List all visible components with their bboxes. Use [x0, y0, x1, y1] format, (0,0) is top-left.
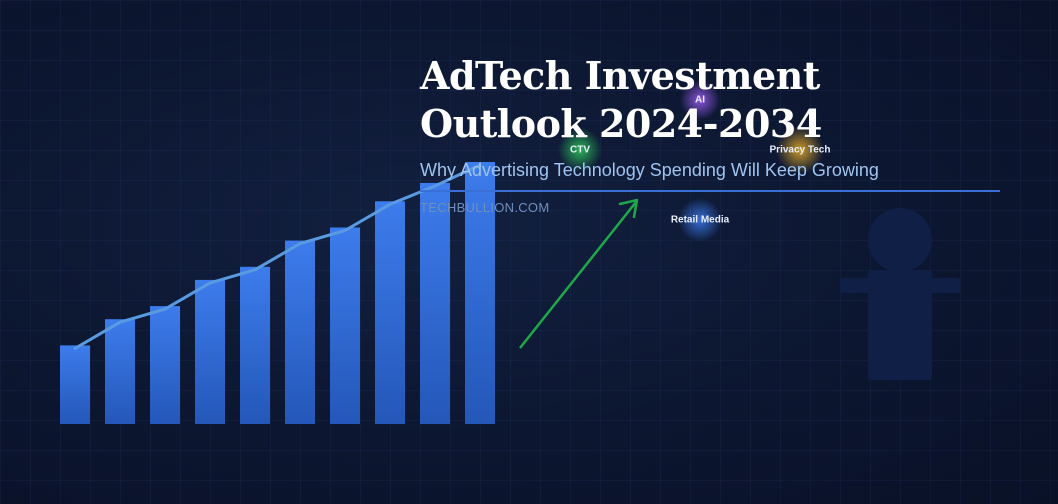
tag-retail-media: Retail Media — [670, 214, 730, 226]
tag-ai: AI — [695, 94, 705, 106]
growth-bar — [330, 227, 360, 424]
privacy-tech-glow — [776, 126, 824, 174]
growth-arrow — [519, 198, 639, 349]
page-title: AdTech Investment Outlook 2024-2034 — [420, 52, 1020, 148]
tag-privacy-tech: Privacy Tech — [769, 144, 831, 156]
subtitle: Why Advertising Technology Spending Will… — [420, 160, 879, 180]
person-silhouette — [840, 208, 960, 380]
growth-bar — [465, 162, 495, 424]
title-line-2: Outlook 2024-2034 — [420, 101, 822, 146]
retail-media-glow — [678, 198, 722, 242]
growth-bar — [375, 201, 405, 424]
title-line-1: AdTech Investment — [420, 53, 820, 98]
growth-bar — [240, 266, 270, 424]
growth-bar — [150, 306, 180, 424]
site-label: TECHBULLION.COM — [420, 200, 550, 215]
growth-bar — [285, 240, 315, 424]
tag-ctv: CTV — [570, 144, 590, 156]
ai-glow — [680, 80, 720, 120]
ctv-glow — [558, 128, 602, 172]
growth-bars — [60, 162, 495, 424]
trend-line — [73, 163, 482, 350]
growth-bar — [60, 345, 90, 424]
growth-bar — [420, 182, 450, 424]
title-divider — [420, 190, 1000, 192]
growth-bar — [195, 279, 225, 424]
growth-bar — [105, 319, 135, 424]
